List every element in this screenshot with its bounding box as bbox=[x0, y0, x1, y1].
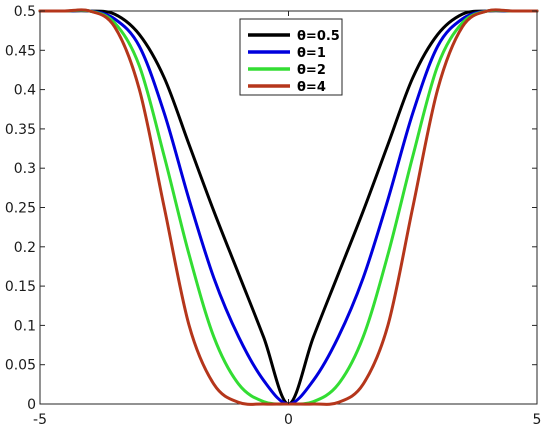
y-tick-label: 0.45 bbox=[5, 43, 36, 59]
y-tick-label: 0.2 bbox=[14, 240, 36, 256]
y-tick-label: 0.05 bbox=[5, 358, 36, 374]
legend-label-4: θ=4 bbox=[297, 80, 326, 95]
tick-layer: -5 0 500.050.10.150.20.250.30.350.40.450.5 bbox=[5, 4, 542, 428]
y-tick-label: 0.25 bbox=[5, 201, 36, 217]
legend-label-1: θ=0.5 bbox=[297, 29, 340, 44]
x-tick-label: -5 bbox=[33, 412, 47, 428]
x-tick-label: 5 bbox=[533, 412, 542, 428]
legend-items: θ=0.5 θ=1 θ=2 θ=4 bbox=[248, 29, 340, 95]
y-tick-label: 0.5 bbox=[14, 4, 36, 20]
y-tick-label: 0.15 bbox=[5, 279, 36, 295]
y-tick-label: 0.4 bbox=[14, 83, 36, 99]
legend-label-2: θ=1 bbox=[297, 46, 326, 61]
y-tick-label: 0 bbox=[27, 397, 36, 413]
legend-label-3: θ=2 bbox=[297, 63, 326, 78]
x-tick-label: 0 bbox=[284, 412, 293, 428]
legend: θ=0.5 θ=1 θ=2 θ=4 bbox=[239, 18, 343, 96]
y-tick-label: 0.1 bbox=[14, 318, 36, 334]
y-tick-label: 0.35 bbox=[5, 122, 36, 138]
y-tick-label: 0.3 bbox=[14, 161, 36, 177]
legend-box bbox=[239, 18, 343, 96]
